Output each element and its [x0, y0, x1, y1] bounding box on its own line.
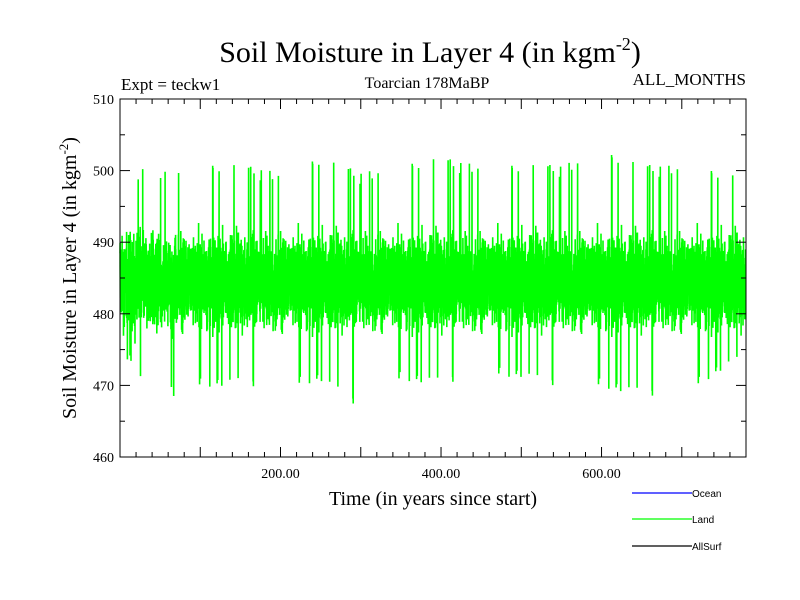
series-land	[119, 154, 747, 404]
y-axis-label-close: )	[59, 137, 81, 144]
expt-label: Expt = teckw1	[121, 75, 220, 94]
y-axis: 460 470 480 490 500 510	[93, 93, 746, 466]
y-axis-label-sup: -2	[56, 144, 71, 155]
series-line-land	[119, 154, 747, 404]
period-label: Toarcian 178MaBP	[365, 75, 490, 92]
legend-label-ocean: Ocean	[692, 489, 721, 500]
y-axis-label-main: Soil Moisture in Layer 4 (in kgm	[59, 154, 81, 419]
x-axis-label: Time (in years since start)	[329, 488, 537, 510]
y-tick-label: 460	[93, 451, 114, 466]
y-axis-label: Soil Moisture in Layer 4 (in kgm-2)	[56, 137, 81, 419]
chart-title-sup: -2	[616, 34, 631, 54]
chart-title-close: )	[631, 36, 641, 69]
y-tick-label: 470	[93, 379, 114, 394]
x-tick-label: 400.00	[422, 467, 461, 482]
x-tick-label: 600.00	[582, 467, 621, 482]
legend-label-allsurf: AllSurf	[692, 542, 722, 553]
chart-title: Soil Moisture in Layer 4 (in kgm-2)	[219, 34, 641, 69]
months-label: ALL_MONTHS	[633, 70, 746, 89]
chart-title-main: Soil Moisture in Layer 4 (in kgm	[219, 36, 616, 69]
x-tick-label: 200.00	[261, 467, 300, 482]
legend: Ocean Land AllSurf	[632, 489, 722, 553]
legend-label-land: Land	[692, 515, 714, 526]
y-tick-label: 490	[93, 236, 114, 251]
x-axis: 200.00 400.00 600.00	[135, 99, 731, 482]
y-tick-label: 500	[93, 165, 114, 180]
y-tick-label: 480	[93, 308, 114, 323]
y-tick-label: 510	[93, 93, 114, 108]
plot-area: 460 470 480 490 500 510 200.00 400.00 600.00	[93, 93, 747, 482]
